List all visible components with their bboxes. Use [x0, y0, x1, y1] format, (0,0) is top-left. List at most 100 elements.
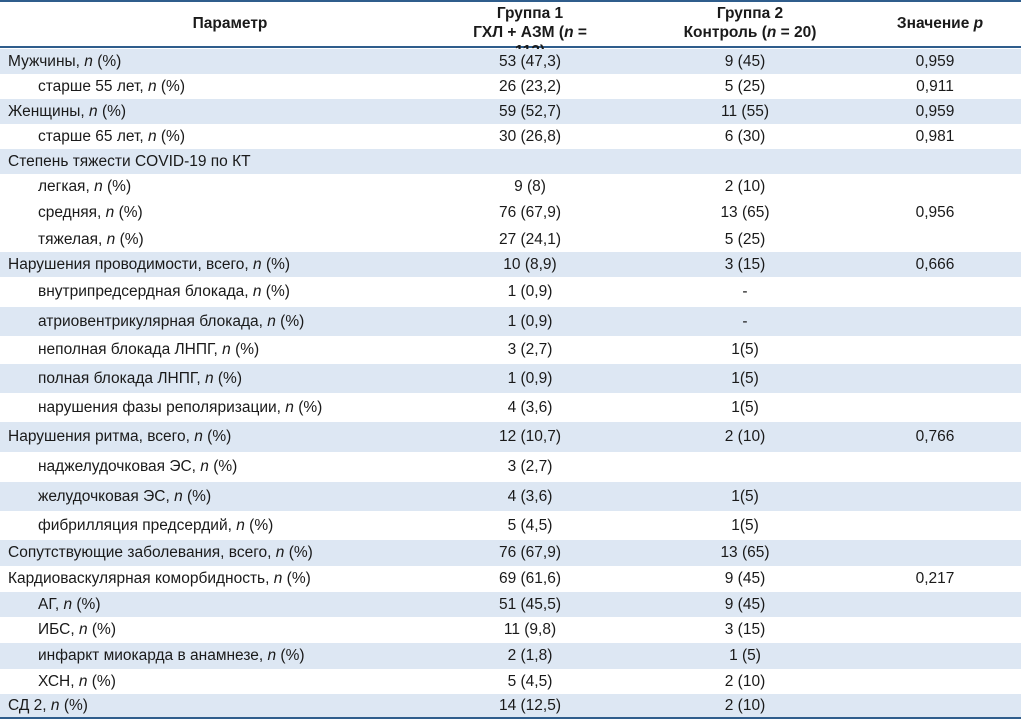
cell-group-1: 5 (4,5) — [507, 517, 553, 534]
cell-group-1: 1 (0,9) — [507, 370, 553, 387]
table-row: Женщины, n (%) 59 (52,7) 11 (55) 0,959 — [0, 99, 1021, 124]
table-row: старше 55 лет, n (%) 26 (23,2) 5 (25) 0,911 — [0, 74, 1021, 99]
cell-parameter: тяжелая, n (%) — [38, 231, 144, 248]
table-row: Кардиоваскулярная коморбидность, n (%) 69… — [0, 566, 1021, 592]
cell-group-1: 5 (4,5) — [507, 673, 553, 690]
cell-p-value: 0,766 — [915, 428, 955, 445]
cell-parameter: неполная блокада ЛНПГ, n (%) — [38, 341, 260, 358]
cell-group-2: 2 (10) — [724, 428, 766, 445]
cell-group-1: 76 (67,9) — [498, 544, 562, 561]
cell-parameter: средняя, n (%) — [38, 204, 143, 221]
cell-p-value: 0,956 — [915, 204, 955, 221]
cell-parameter: нарушения фазы реполяризации, n (%) — [38, 399, 323, 416]
cell-group-2: 13 (65) — [720, 544, 770, 561]
cell-group-2: 3 (15) — [724, 621, 766, 638]
table-row: Нарушения проводимости, всего, n (%) 10 (… — [0, 252, 1021, 277]
table-row: внутрипредсердная блокада, n (%) 1 (0,9) - — [0, 277, 1021, 307]
cell-group-2: 1(5) — [731, 517, 759, 534]
cell-parameter: полная блокада ЛНПГ, n (%) — [38, 370, 242, 387]
cell-group-2: 2 (10) — [724, 178, 766, 195]
table-row: полная блокада ЛНПГ, n (%) 1 (0,9) 1(5) — [0, 364, 1021, 393]
cell-group-2: 1(5) — [731, 370, 759, 387]
cell-parameter: атриовентрикулярная блокада, n (%) — [38, 313, 305, 330]
cell-group-1: 14 (12,5) — [498, 697, 562, 714]
cell-parameter: Сопутствующие заболевания, всего, n (%) — [8, 544, 313, 561]
cell-p-value: 0,959 — [915, 53, 955, 70]
cell-parameter: наджелудочковая ЭС, n (%) — [38, 458, 238, 475]
table-row: средняя, n (%) 76 (67,9) 13 (65) 0,956 — [0, 199, 1021, 227]
table-row: старше 65 лет, n (%) 30 (26,8) 6 (30) 0,981 — [0, 124, 1021, 149]
cell-group-2: 2 (10) — [724, 673, 766, 690]
header-p-value: Значение p — [896, 15, 984, 32]
table-row: легкая, n (%) 9 (8) 2 (10) — [0, 174, 1021, 199]
cell-group-2: 9 (45) — [724, 53, 766, 70]
cell-group-1: 11 (9,8) — [503, 621, 557, 638]
cell-group-2: 5 (25) — [724, 231, 766, 248]
table-row: неполная блокада ЛНПГ, n (%) 3 (2,7) 1(5) — [0, 336, 1021, 364]
table-row: Степень тяжести COVID-19 по КТ — [0, 149, 1021, 174]
table-bottom-rule — [0, 717, 1021, 719]
cell-group-1: 59 (52,7) — [498, 103, 562, 120]
cell-group-1: 76 (67,9) — [498, 204, 562, 221]
cell-parameter: Степень тяжести COVID-19 по КТ — [8, 153, 251, 170]
cell-parameter: желудочковая ЭС, n (%) — [38, 488, 212, 505]
cell-group-1: 1 (0,9) — [507, 283, 553, 300]
cell-group-1: 51 (45,5) — [498, 596, 562, 613]
table-row: Сопутствующие заболевания, всего, n (%) 7… — [0, 540, 1021, 566]
cell-group-2: 9 (45) — [724, 596, 766, 613]
table-row: нарушения фазы реполяризации, n (%) 4 (3,… — [0, 393, 1021, 422]
cell-group-1: 1 (0,9) — [507, 313, 553, 330]
cell-group-1: 4 (3,6) — [507, 488, 553, 505]
table-row: АГ, n (%) 51 (45,5) 9 (45) — [0, 592, 1021, 617]
cell-p-value: 0,959 — [915, 103, 955, 120]
cell-group-1: 10 (8,9) — [503, 256, 557, 273]
cell-parameter: Женщины, n (%) — [8, 103, 127, 120]
cell-group-2: 9 (45) — [724, 570, 766, 587]
cell-p-value: 0,911 — [916, 78, 954, 95]
cell-group-2: 13 (65) — [720, 204, 770, 221]
cell-group-2: 3 (15) — [724, 256, 766, 273]
table-header: Параметр Группа 1 ГХЛ + АЗМ (n = 112) Гр… — [0, 2, 1021, 60]
cell-parameter: АГ, n (%) — [38, 596, 101, 613]
cell-group-2: 11 (55) — [721, 103, 769, 120]
cell-group-1: 12 (10,7) — [498, 428, 562, 445]
cell-p-value: 0,666 — [915, 256, 955, 273]
cell-group-1: 69 (61,6) — [498, 570, 562, 587]
cell-parameter: фибрилляция предсердий, n (%) — [38, 517, 274, 534]
cell-parameter: Мужчины, n (%) — [8, 53, 122, 70]
cell-group-2: 5 (25) — [724, 78, 766, 95]
cell-p-value: 0,981 — [915, 128, 955, 145]
cell-parameter: ХСН, n (%) — [38, 673, 116, 690]
header-parameter: Параметр — [192, 15, 268, 32]
cell-parameter: Нарушения проводимости, всего, n (%) — [8, 256, 291, 273]
cell-parameter: легкая, n (%) — [38, 178, 132, 195]
cell-parameter: Нарушения ритма, всего, n (%) — [8, 428, 232, 445]
cell-parameter: СД 2, n (%) — [8, 697, 88, 714]
header-group-2: Группа 2 Контроль (n = 20) — [683, 5, 817, 41]
cell-parameter: инфаркт миокарда в анамнезе, n (%) — [38, 647, 305, 664]
table-row: тяжелая, n (%) 27 (24,1) 5 (25) — [0, 227, 1021, 252]
header-group-1: Группа 1 ГХЛ + АЗМ (n = 112) — [473, 5, 587, 60]
table-row: Нарушения ритма, всего, n (%) 12 (10,7) 2 … — [0, 422, 1021, 452]
table-row: Мужчины, n (%) 53 (47,3) 9 (45) 0,959 — [0, 49, 1021, 74]
cell-group-2: - — [742, 283, 748, 300]
cell-parameter: ИБС, n (%) — [38, 621, 116, 638]
cell-parameter: внутрипредсердная блокада, n (%) — [38, 283, 290, 300]
table-row: фибрилляция предсердий, n (%) 5 (4,5) 1(5) — [0, 511, 1021, 540]
cell-parameter: Кардиоваскулярная коморбидность, n (%) — [8, 570, 311, 587]
table-row: СД 2, n (%) 14 (12,5) 2 (10) — [0, 694, 1021, 717]
cell-group-1: 53 (47,3) — [498, 53, 562, 70]
cell-group-1: 4 (3,6) — [507, 399, 553, 416]
cell-group-1: 26 (23,2) — [498, 78, 562, 95]
cell-parameter: старше 55 лет, n (%) — [38, 78, 186, 95]
table-row: атриовентрикулярная блокада, n (%) 1 (0,9… — [0, 307, 1021, 336]
cell-group-1: 9 (8) — [514, 178, 546, 195]
cell-group-1: 30 (26,8) — [498, 128, 562, 145]
table-row: наджелудочковая ЭС, n (%) 3 (2,7) — [0, 452, 1021, 482]
cell-p-value: 0,217 — [915, 570, 955, 587]
cell-group-2: 1 (5) — [729, 647, 761, 664]
cell-group-2: 6 (30) — [724, 128, 766, 145]
cell-group-1: 3 (2,7) — [507, 458, 553, 475]
cell-group-1: 27 (24,1) — [498, 231, 562, 248]
cell-parameter: старше 65 лет, n (%) — [38, 128, 186, 145]
